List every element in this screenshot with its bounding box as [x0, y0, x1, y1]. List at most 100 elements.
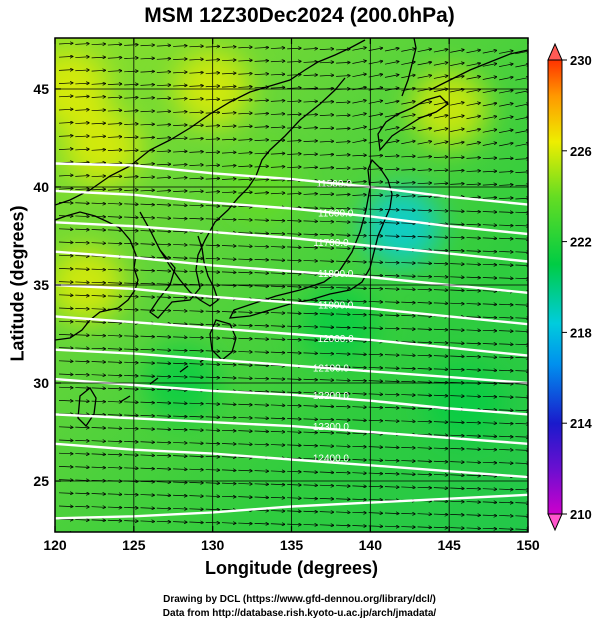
wind-arrow	[189, 152, 203, 153]
wind-arrow	[384, 141, 399, 144]
wind-arrow	[450, 343, 464, 344]
wind-arrow	[417, 342, 432, 343]
wind-arrow	[75, 506, 89, 507]
wind-arrow	[433, 237, 448, 238]
wind-arrow	[287, 61, 301, 62]
wind-arrow	[221, 206, 236, 207]
wind-arrow	[515, 331, 528, 332]
wind-arrow	[221, 444, 236, 445]
wind-arrow	[319, 115, 334, 116]
wind-arrow	[352, 182, 366, 183]
wind-arrow	[156, 138, 171, 139]
wind-arrow	[58, 282, 73, 283]
wind-arrow	[124, 296, 138, 297]
wind-arrow	[238, 312, 252, 313]
wind-arrow	[450, 116, 464, 119]
wind-arrow	[433, 435, 448, 436]
wind-arrow	[91, 216, 106, 217]
wind-arrow	[433, 290, 448, 291]
wind-arrow	[450, 102, 464, 106]
wind-arrow	[499, 463, 513, 464]
wind-arrow	[75, 308, 89, 309]
wind-arrow	[515, 450, 528, 451]
colorbar-tick-label: 210	[570, 507, 592, 522]
wind-arrow	[58, 96, 73, 97]
wind-arrow	[156, 257, 171, 258]
wind-arrow	[75, 123, 89, 124]
wind-arrow	[124, 402, 138, 403]
wind-arrow	[417, 210, 432, 211]
wind-arrow	[368, 61, 383, 65]
wind-arrow	[173, 85, 187, 86]
wind-arrow	[417, 329, 432, 330]
wind-arrow	[319, 446, 334, 447]
wind-arrow	[401, 342, 415, 343]
wind-arrow	[238, 259, 252, 260]
wind-arrow	[58, 175, 73, 176]
wind-arrow	[303, 300, 318, 301]
colorbar-tick-label: 226	[570, 144, 592, 159]
wind-arrow	[319, 49, 334, 50]
wind-arrow	[221, 312, 236, 313]
wind-arrow	[336, 459, 350, 460]
wind-arrow	[254, 497, 269, 498]
wind-arrow	[124, 230, 138, 231]
wind-arrow	[221, 496, 236, 497]
wind-arrow	[238, 285, 252, 286]
wind-arrow	[319, 287, 334, 288]
wind-arrow	[156, 177, 171, 178]
wind-arrow	[221, 404, 236, 405]
wind-arrow	[319, 208, 334, 209]
wind-arrow	[58, 109, 73, 110]
wind-arrow	[140, 495, 155, 496]
wind-arrow	[75, 335, 89, 336]
wind-arrow	[450, 396, 464, 397]
wind-arrow	[254, 286, 269, 287]
wind-arrow	[303, 128, 318, 129]
wind-arrow	[450, 264, 464, 265]
wind-arrow	[221, 246, 236, 247]
colorbar-tick-label: 218	[570, 325, 592, 340]
wind-arrow	[124, 58, 138, 59]
wind-arrow	[156, 469, 171, 470]
wind-arrow	[75, 136, 89, 137]
wind-arrow	[58, 453, 73, 454]
wind-arrow	[107, 388, 122, 389]
wind-arrow	[140, 429, 155, 430]
wind-arrow	[173, 442, 187, 443]
wind-arrow	[287, 471, 301, 472]
wind-arrow	[189, 311, 203, 312]
wind-arrow	[319, 300, 334, 301]
wind-arrow	[91, 44, 106, 45]
y-tick-label: 35	[33, 277, 49, 293]
wind-arrow	[336, 62, 350, 63]
wind-arrow	[433, 369, 448, 370]
wind-arrow	[417, 487, 432, 488]
wind-arrow	[515, 143, 528, 147]
wind-arrow	[466, 502, 481, 503]
wind-arrow	[173, 456, 187, 457]
wind-arrow	[433, 303, 448, 304]
wind-arrow	[482, 64, 497, 67]
wind-arrow	[336, 155, 350, 156]
wind-arrow	[91, 110, 106, 111]
wind-arrow	[368, 262, 383, 263]
wind-arrow	[499, 515, 513, 516]
wind-arrow	[384, 236, 399, 237]
wind-arrow	[433, 382, 448, 383]
wind-arrow	[433, 422, 448, 423]
wind-arrow	[450, 448, 464, 449]
wind-arrow	[58, 83, 73, 84]
wind-arrow	[352, 486, 366, 487]
wind-arrow	[368, 460, 383, 461]
wind-arrow	[173, 191, 187, 192]
wind-arrow	[140, 363, 155, 364]
wind-arrow	[254, 127, 269, 128]
wind-arrow	[303, 498, 318, 499]
wind-arrow	[319, 353, 334, 354]
wind-arrow	[58, 149, 73, 150]
wind-arrow	[482, 77, 497, 80]
wind-arrow	[336, 446, 350, 447]
wind-arrow	[532, 172, 546, 173]
wind-arrow	[368, 114, 383, 117]
